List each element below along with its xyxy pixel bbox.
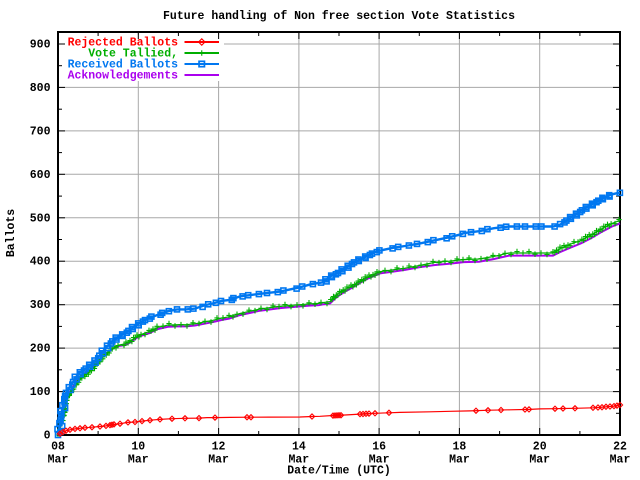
svg-text:Mar: Mar: [48, 454, 69, 467]
svg-text:100: 100: [30, 386, 51, 399]
svg-text:Mar: Mar: [288, 454, 309, 467]
svg-text:Mar: Mar: [449, 454, 470, 467]
svg-text:14: 14: [292, 441, 306, 454]
svg-text:800: 800: [30, 82, 51, 95]
svg-text:20: 20: [533, 441, 547, 454]
svg-text:Future handling of Non free se: Future handling of Non free section Vote…: [163, 10, 515, 23]
svg-text:400: 400: [30, 256, 51, 269]
svg-text:Vote Tallied,: Vote Tallied,: [88, 48, 178, 61]
svg-text:200: 200: [30, 343, 51, 356]
svg-text:Mar: Mar: [610, 454, 631, 467]
svg-text:Rejected Ballots: Rejected Ballots: [68, 37, 179, 50]
svg-text:16: 16: [372, 441, 386, 454]
svg-text:18: 18: [453, 441, 467, 454]
svg-text:08: 08: [51, 441, 65, 454]
svg-text:Received Ballots: Received Ballots: [68, 59, 179, 72]
svg-text:22: 22: [613, 441, 627, 454]
svg-text:Mar: Mar: [529, 454, 550, 467]
svg-text:600: 600: [30, 169, 51, 182]
svg-text:700: 700: [30, 125, 51, 138]
svg-text:Acknowledgements: Acknowledgements: [68, 70, 179, 83]
svg-text:Mar: Mar: [369, 454, 390, 467]
svg-text:Ballots: Ballots: [5, 209, 18, 257]
svg-text:12: 12: [212, 441, 226, 454]
svg-text:900: 900: [30, 39, 51, 52]
svg-text:300: 300: [30, 299, 51, 312]
svg-text:Date/Time (UTC): Date/Time (UTC): [287, 465, 391, 478]
svg-text:Mar: Mar: [208, 454, 229, 467]
svg-text:Mar: Mar: [128, 454, 149, 467]
svg-text:10: 10: [131, 441, 145, 454]
svg-text:0: 0: [44, 430, 51, 443]
svg-text:500: 500: [30, 212, 51, 225]
